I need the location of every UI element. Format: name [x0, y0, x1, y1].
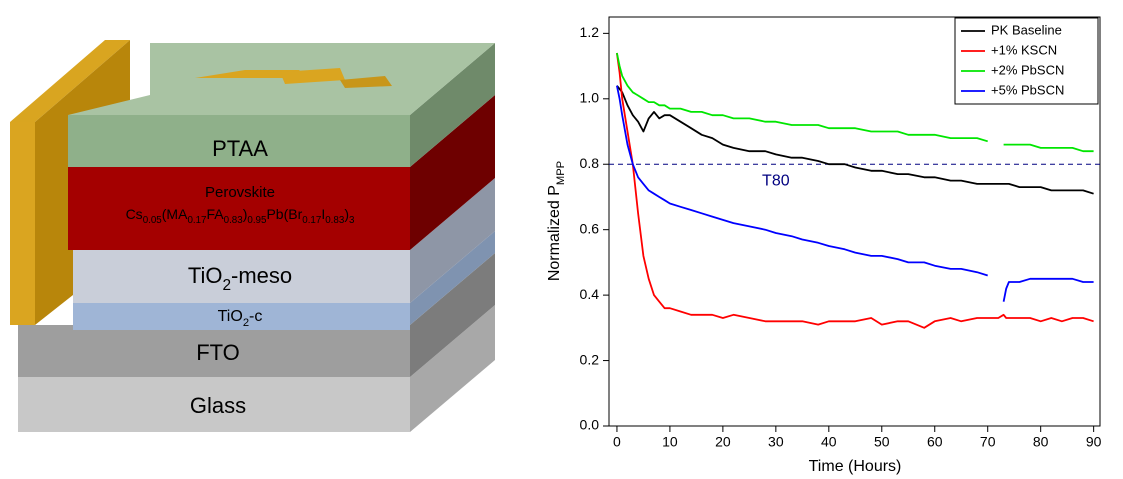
layer-label: TiO2-c	[218, 308, 263, 329]
text-part: TiO	[188, 263, 223, 288]
top-contact	[340, 76, 392, 88]
series-line	[616, 52, 1094, 329]
subscript: 0.83	[325, 215, 345, 226]
subscript: 0.17	[302, 215, 321, 226]
subscript: 3	[349, 215, 355, 226]
top-contact	[280, 68, 345, 84]
y-tick-label: 1.2	[580, 24, 600, 40]
fto-layer	[18, 325, 410, 377]
text-part: I	[321, 206, 325, 222]
text-part: Perovskite	[205, 184, 275, 201]
text-part: -c	[249, 308, 262, 325]
series-line	[616, 85, 1094, 302]
subscript: 0.17	[187, 215, 206, 226]
layer-label: Perovskite	[205, 184, 275, 201]
text-part: )	[243, 206, 248, 222]
subscript: 0.95	[247, 215, 267, 226]
electrode-top	[10, 40, 130, 122]
subscript: 2	[222, 277, 231, 294]
legend-label: +2% PbSCN	[991, 62, 1064, 77]
text-part: -meso	[231, 263, 292, 288]
plot-frame	[608, 16, 1101, 427]
text-part: TiO	[218, 308, 243, 325]
tio2meso-side	[410, 178, 495, 303]
legend-label: PK Baseline	[991, 22, 1062, 37]
x-tick-label: 10	[662, 434, 678, 450]
subscript: 0.83	[224, 215, 244, 226]
x-tick-label: 80	[1033, 434, 1049, 450]
device-schematic: Glass FTO TiO2-c TiO2-meso Perovskite Cs…	[10, 40, 495, 432]
text-part: Normalized P	[546, 185, 563, 281]
x-tick-label: 90	[1086, 434, 1102, 450]
y-tick-label: 0.0	[580, 417, 600, 433]
glass-layer	[18, 377, 410, 432]
x-tick-label: 70	[980, 434, 996, 450]
x-tick-label: 20	[715, 434, 731, 450]
subscript: MPP	[555, 161, 567, 185]
text-part: Cs	[126, 206, 143, 222]
text-part: Glass	[190, 393, 246, 418]
tio2c-layer	[73, 303, 410, 330]
text-part: PTAA	[212, 136, 268, 161]
electrode-front	[10, 122, 35, 325]
series-line	[616, 52, 1094, 153]
series-line	[616, 85, 1094, 195]
top-contact	[195, 70, 300, 78]
y-tick-label: 0.4	[580, 286, 600, 302]
x-tick-label: 30	[768, 434, 784, 450]
legend-label: +5% PbSCN	[991, 82, 1064, 97]
y-tick-label: 0.6	[580, 220, 600, 236]
x-tick-label: 50	[874, 434, 890, 450]
ptaa-layer	[68, 115, 410, 167]
layer-label: PTAA	[212, 136, 268, 161]
fto-side	[410, 253, 495, 377]
y-tick-label: 0.2	[580, 351, 600, 367]
text-part: (MA	[162, 206, 188, 222]
layer-label: TiO2-meso	[188, 263, 292, 294]
perovskite-layer	[68, 167, 410, 250]
y-tick-label: 1.0	[580, 90, 600, 106]
subscript: 0.05	[143, 215, 163, 226]
glass-side	[410, 305, 495, 432]
x-axis-label: Time (Hours)	[809, 458, 902, 475]
ptaa-side	[410, 43, 495, 167]
x-tick-label: 40	[821, 434, 837, 450]
ptaa-top	[68, 43, 495, 115]
x-tick-label: 60	[927, 434, 943, 450]
subscript: 2	[243, 317, 249, 329]
layer-label: Glass	[190, 393, 246, 418]
text-part: FA	[207, 206, 225, 222]
tio2meso-layer	[73, 250, 410, 303]
text-part: Pb(Br	[266, 206, 302, 222]
x-tick-label: 0	[613, 434, 621, 450]
text-part: FTO	[196, 340, 240, 365]
tio2c-side	[410, 231, 495, 325]
legend-label: +1% KSCN	[991, 42, 1057, 57]
layer-formula: Cs0.05(MA0.17FA0.83)0.95Pb(Br0.17I0.83)3	[126, 206, 355, 226]
layer-label: FTO	[196, 340, 240, 365]
y-axis-label: Normalized PMPP	[546, 161, 567, 281]
chart: Time (Hours) Normalized PMPP 0 10 20 30 40 50…	[546, 16, 1102, 475]
text-part: )	[344, 206, 349, 222]
perovskite-side	[410, 95, 495, 250]
legend-box	[954, 17, 1099, 105]
y-tick-label: 0.8	[580, 155, 600, 171]
reference-label: T80	[762, 172, 790, 189]
